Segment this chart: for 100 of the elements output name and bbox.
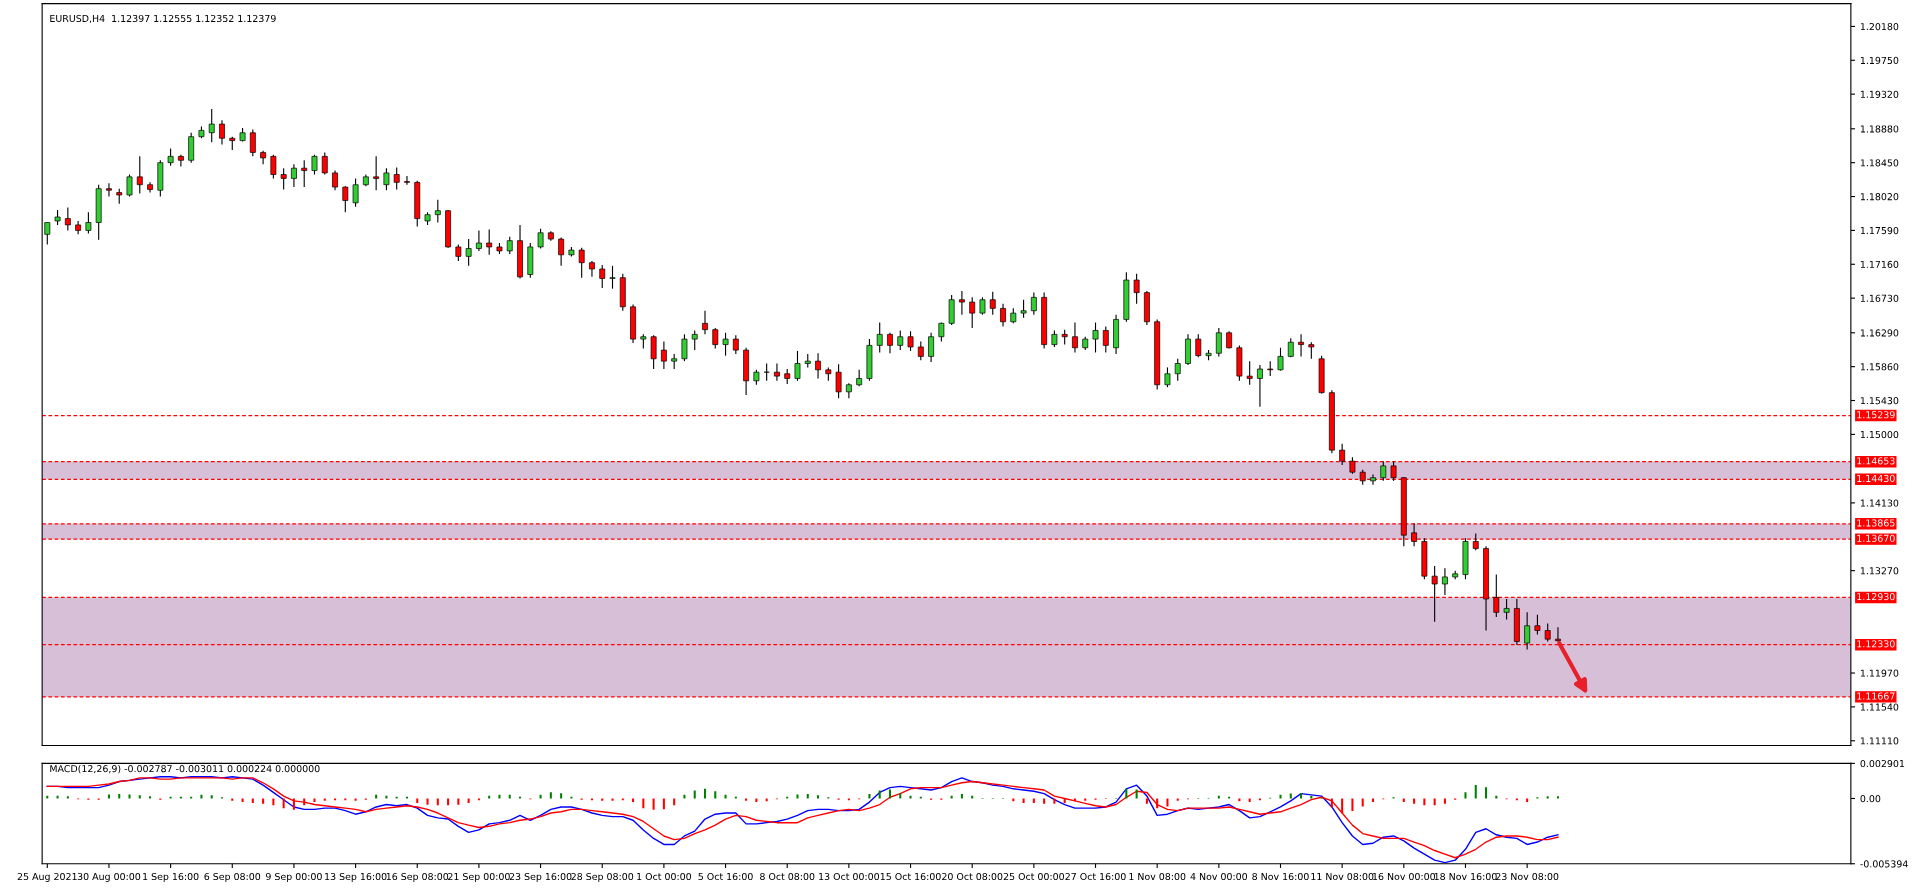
candlestick [959, 290, 965, 316]
candlestick [1370, 473, 1376, 486]
candlestick [1380, 460, 1387, 482]
candlestick [136, 155, 143, 194]
candlestick [578, 247, 585, 279]
bar [642, 798, 645, 809]
bar [128, 794, 131, 799]
bar [745, 798, 748, 801]
bar [1474, 785, 1477, 799]
bar [313, 798, 316, 803]
y-tick-label: 1.19750 [1860, 56, 1899, 65]
x-tick-label: 23 Sep 16:00 [509, 872, 572, 882]
candlestick [280, 167, 287, 191]
x-tick-label: 13 Oct 00:00 [819, 872, 880, 881]
candlestick [486, 229, 493, 256]
ref-line-label: 1.11667 [1857, 692, 1895, 700]
candlestick [681, 333, 688, 362]
bar [714, 791, 717, 799]
bar [1526, 798, 1529, 803]
bar [611, 798, 614, 801]
candlestick [383, 167, 390, 191]
candlestick [1092, 321, 1099, 354]
bar [282, 798, 285, 809]
candlestick [835, 363, 842, 399]
bar [138, 795, 141, 799]
candlestick [1133, 273, 1140, 305]
ref-line-label: 1.13865 [1857, 519, 1895, 527]
candlestick [609, 265, 616, 290]
candlestick [1195, 333, 1202, 358]
candlestick [465, 238, 472, 267]
candlestick [599, 264, 606, 289]
ref-line-label: 1.15239 [1857, 411, 1895, 419]
candlestick [1503, 598, 1510, 621]
candlestick [249, 129, 256, 157]
y-tick-label: 1.11540 [1860, 703, 1899, 711]
bar [416, 798, 419, 803]
bar [673, 798, 676, 806]
x-tick-label: 13 Sep 16:00 [325, 872, 387, 882]
candlestick [1534, 614, 1541, 635]
bar [703, 788, 707, 799]
candlestick [475, 229, 482, 252]
candlestick [1215, 327, 1222, 357]
y-tick-label: 1.17160 [1860, 260, 1899, 268]
bar [1341, 798, 1344, 814]
bar [755, 798, 758, 803]
bar [1443, 798, 1446, 804]
y-tick-label: 1.14130 [1860, 499, 1899, 507]
bar [467, 798, 470, 803]
candlestick [794, 350, 801, 382]
bar [1032, 798, 1035, 803]
candlestick [558, 236, 565, 267]
bar [1279, 794, 1282, 799]
x-tick-label: 20 Oct 08:00 [942, 872, 1003, 881]
candlestick [291, 163, 297, 188]
candlestick [691, 329, 698, 351]
y-tick-label: 1.19320 [1860, 90, 1899, 98]
candlestick [352, 177, 359, 208]
candlestick [1102, 325, 1109, 354]
x-tick-label: 11 Nov 08:00 [1311, 872, 1374, 881]
candlestick [1072, 321, 1078, 354]
chart-title: MACD(12,26,9) -0.002787 -0.003011 0.000224 0.000000 [50, 764, 320, 774]
bar [210, 795, 213, 799]
candlestick [373, 155, 380, 191]
bar [1464, 792, 1467, 799]
bar [1402, 798, 1405, 803]
bar [693, 790, 696, 799]
candlestick [876, 321, 883, 354]
bar [1361, 798, 1364, 807]
candlestick [722, 332, 729, 357]
bar [899, 793, 902, 799]
x-tick-label: 18 Nov 16:00 [1434, 872, 1497, 881]
candlestick [434, 199, 441, 224]
candlestick [1442, 567, 1448, 596]
candlestick [969, 296, 976, 329]
candlestick [815, 352, 821, 380]
bar [1053, 798, 1056, 804]
x-tick-label: 4 Nov 00:00 [1190, 872, 1248, 881]
x-tick-label: 9 Sep 00:00 [266, 872, 322, 882]
bar [662, 798, 665, 810]
x-tick-label: 25 Oct 00:00 [1003, 872, 1065, 881]
bar [1145, 798, 1148, 804]
bar [426, 798, 429, 805]
bar [1485, 787, 1488, 799]
candlestick [188, 132, 195, 164]
bar [1166, 798, 1169, 807]
ref-line-label: 1.14430 [1857, 474, 1895, 483]
bar [878, 790, 881, 799]
y-tick-label: 1.15430 [1860, 397, 1899, 405]
candlestick [897, 329, 904, 351]
x-tick-label: 28 Sep 08:00 [571, 872, 634, 882]
candlestick [1246, 360, 1253, 386]
x-tick-label: 16 Nov 00:00 [1373, 872, 1436, 881]
y-tick-label: 0.002901 [1860, 759, 1905, 768]
bar [560, 793, 563, 799]
bar [107, 794, 110, 799]
x-tick-label: 16 Sep 08:00 [386, 872, 449, 882]
bar [1156, 798, 1159, 809]
candlestick [989, 291, 996, 316]
bar [323, 798, 326, 801]
candlestick [404, 175, 410, 186]
